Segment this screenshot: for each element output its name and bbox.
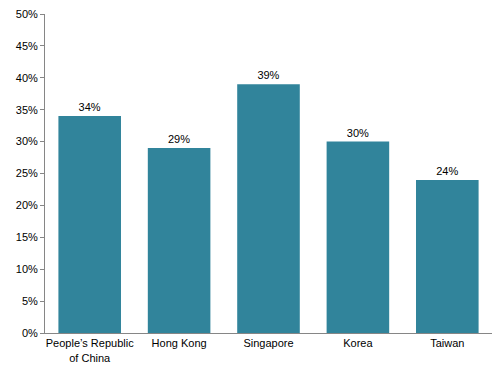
svg-text:10%: 10% [16, 263, 38, 275]
svg-text:45%: 45% [16, 40, 38, 52]
svg-text:35%: 35% [16, 104, 38, 116]
svg-text:24%: 24% [436, 165, 458, 177]
svg-text:5%: 5% [22, 295, 38, 307]
svg-text:15%: 15% [16, 231, 38, 243]
svg-text:Hong Kong: Hong Kong [152, 337, 207, 349]
svg-text:Taiwan: Taiwan [430, 337, 464, 349]
svg-text:0%: 0% [22, 327, 38, 339]
svg-text:30%: 30% [16, 135, 38, 147]
svg-text:30%: 30% [347, 127, 369, 139]
svg-text:50%: 50% [16, 8, 38, 20]
svg-text:20%: 20% [16, 199, 38, 211]
svg-text:39%: 39% [257, 69, 279, 81]
svg-text:40%: 40% [16, 72, 38, 84]
svg-text:25%: 25% [16, 167, 38, 179]
svg-text:29%: 29% [168, 133, 190, 145]
svg-text:Singapore: Singapore [243, 337, 293, 349]
svg-text:Korea: Korea [343, 337, 373, 349]
svg-text:34%: 34% [79, 101, 101, 113]
svg-text:People’s Republicof China: People’s Republicof China [46, 337, 134, 363]
